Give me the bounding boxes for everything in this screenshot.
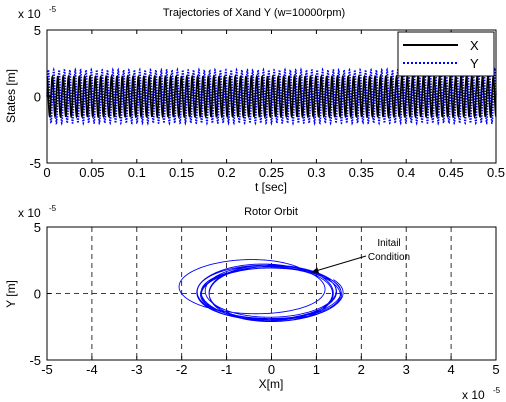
x-tick-label: 0.1 <box>128 165 146 180</box>
x-axis-label-1: t [sec] <box>255 180 287 194</box>
x-exponent-power-2: -5 <box>493 386 501 395</box>
x-axis-label-2: X[m] <box>259 377 284 391</box>
chart-title-2: Rotor Orbit <box>244 206 298 218</box>
orbit-line <box>178 259 344 323</box>
x-tick-label: 0.45 <box>438 165 463 180</box>
x-tick-label: -1 <box>221 362 233 377</box>
x-ticks-2: -5 -4 -3 -2 -1 0 1 2 3 4 5 <box>41 356 500 377</box>
x-tick-label: 0 <box>43 165 50 180</box>
x-tick-label: 1 <box>313 362 320 377</box>
y-ticks-1: -5 0 5 <box>29 23 496 171</box>
legend: X Y <box>397 31 495 77</box>
x-tick-label: 0.35 <box>349 165 374 180</box>
series-line-x <box>46 74 497 119</box>
annotation-initial-condition: Initail Condition <box>311 238 410 274</box>
y-axis-label-2: Y [m] <box>4 280 18 308</box>
x-tick-label: 0 <box>268 362 275 377</box>
chart-title-1: Trajectories of Xand Y (w=10000rpm) <box>163 7 345 19</box>
x-tick-label: 0.25 <box>259 165 284 180</box>
x-tick-label: 0.5 <box>487 165 505 180</box>
y-exponent-2: x 10 -5 <box>18 204 57 220</box>
y-tick-label: 0 <box>34 287 41 302</box>
annotation-arrow <box>311 255 367 273</box>
x-tick-label: 0.15 <box>169 165 194 180</box>
y-tick-label: 5 <box>34 23 41 38</box>
series-group-2 <box>178 259 344 323</box>
x-tick-label: 3 <box>403 362 410 377</box>
y-exponent-base-1: x 10 <box>18 7 41 21</box>
y-tick-label: -5 <box>29 353 41 368</box>
x-tick-label: -2 <box>176 362 188 377</box>
plot-rotor-orbit: Rotor Orbit x 10 -5 -5 -4 -3 -2 -1 0 1 2 3 4 5 -5 0… <box>4 204 501 402</box>
plot-trajectories: Trajectories of Xand Y (w=10000rpm) x 10… <box>4 5 505 194</box>
y-exponent-1: x 10 -5 <box>18 5 57 21</box>
y-exponent-power-2: -5 <box>49 204 57 213</box>
x-ticks-1: 0 0.05 0.1 0.15 0.2 0.25 0.3 0.35 0.4 0.45 0.5 <box>43 30 505 180</box>
y-tick-label: -5 <box>29 156 41 171</box>
x-tick-label: 2 <box>358 362 365 377</box>
x-exponent-2: x 10 -5 <box>462 386 501 402</box>
y-tick-label: 5 <box>34 220 41 235</box>
y-axis-label-1: States [m] <box>4 69 18 123</box>
legend-box <box>397 31 495 77</box>
x-tick-label: 0.3 <box>307 165 325 180</box>
x-tick-label: 5 <box>492 362 499 377</box>
x-tick-label: -3 <box>131 362 143 377</box>
x-tick-label: -5 <box>41 362 53 377</box>
y-exponent-base-2: x 10 <box>18 206 41 220</box>
x-tick-label: 4 <box>447 362 454 377</box>
x-exponent-base-2: x 10 <box>462 388 485 402</box>
legend-label-y: Y <box>470 56 479 71</box>
x-tick-label: 0.2 <box>218 165 236 180</box>
annotation-arrowhead <box>311 267 319 274</box>
annotation-line-1: Initail <box>377 238 400 249</box>
x-tick-label: 0.4 <box>397 165 415 180</box>
series-group-1 <box>46 67 497 126</box>
y-tick-label: 0 <box>34 90 41 105</box>
y-ticks-2: -5 0 5 <box>29 220 51 368</box>
annotation-line-2: Condition <box>368 252 410 263</box>
series-line-y <box>46 67 497 126</box>
x-tick-label: -4 <box>86 362 98 377</box>
legend-label-x: X <box>470 38 479 53</box>
x-tick-label: 0.05 <box>79 165 104 180</box>
y-exponent-power-1: -5 <box>49 5 57 14</box>
